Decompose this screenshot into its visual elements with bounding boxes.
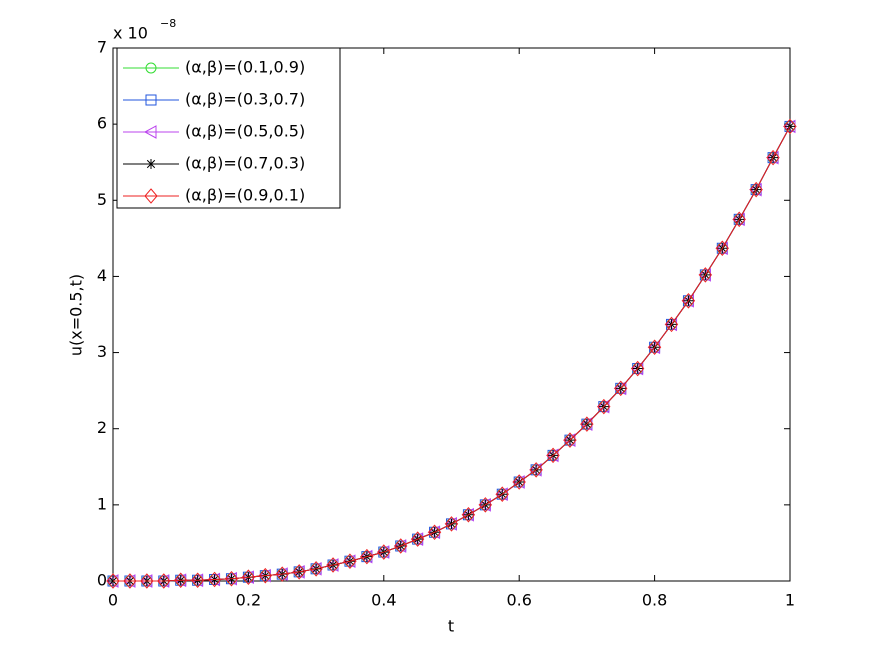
marker <box>698 267 713 283</box>
y-tick-label: 4 <box>97 266 107 285</box>
marker <box>258 567 272 584</box>
marker <box>174 572 188 589</box>
marker <box>461 506 476 523</box>
legend-label: (α,β)=(0.9,0.1) <box>185 186 305 205</box>
marker <box>732 211 746 228</box>
marker <box>766 149 780 166</box>
marker <box>749 181 763 198</box>
marker <box>275 566 289 582</box>
y-tick-label: 1 <box>97 494 107 513</box>
legend-label: (α,β)=(0.3,0.7) <box>185 90 305 109</box>
marker <box>580 416 594 432</box>
x-tick-label: 0.4 <box>371 591 396 610</box>
marker <box>495 486 509 502</box>
marker <box>190 572 205 589</box>
y-tick-label: 7 <box>97 38 107 57</box>
y-axis-label: u(x=0.5,t) <box>67 274 86 356</box>
legend-marker <box>145 62 157 74</box>
marker <box>478 497 493 513</box>
marker <box>241 569 256 585</box>
marker <box>309 561 323 577</box>
y-tick-label: 6 <box>97 114 107 133</box>
marker <box>140 573 154 589</box>
y-tick-label: 0 <box>97 571 107 590</box>
y-multiplier-exponent: −8 <box>160 17 176 30</box>
x-tick-label: 1 <box>785 591 795 610</box>
marker <box>343 553 357 569</box>
marker <box>224 570 239 587</box>
marker <box>377 544 391 560</box>
marker <box>157 573 171 589</box>
marker <box>631 360 645 377</box>
marker <box>597 398 611 415</box>
y-multiplier: x 10 <box>113 24 148 43</box>
marker <box>563 432 577 448</box>
legend-label: (α,β)=(0.5,0.5) <box>185 122 305 141</box>
marker <box>292 564 306 580</box>
legend-label: (α,β)=(0.1,0.9) <box>185 58 305 77</box>
marker <box>681 293 696 309</box>
marker <box>410 531 425 547</box>
legend-marker <box>146 159 156 169</box>
x-tick-label: 0.8 <box>642 591 667 610</box>
marker <box>785 121 795 132</box>
marker <box>614 380 628 397</box>
x-tick-label: 0.2 <box>236 591 261 610</box>
marker <box>529 462 543 478</box>
marker <box>360 548 374 565</box>
marker <box>427 524 442 541</box>
x-tick-label: 0 <box>108 591 118 610</box>
legend-box <box>116 47 341 209</box>
legend-label: (α,β)=(0.7,0.3) <box>185 154 305 173</box>
axes-box <box>112 47 791 582</box>
marker <box>546 447 560 464</box>
y-tick-label: 5 <box>97 190 107 209</box>
x-tick-label: 0.6 <box>506 591 531 610</box>
marker <box>664 316 679 333</box>
legend-marker <box>145 94 157 106</box>
marker <box>123 573 137 589</box>
marker <box>394 538 408 554</box>
x-axis-label: t <box>448 617 454 636</box>
marker <box>207 571 222 588</box>
y-tick-label: 3 <box>97 342 107 361</box>
marker <box>783 118 797 135</box>
legend-marker <box>143 125 157 139</box>
marker <box>106 573 120 589</box>
marker <box>715 240 729 257</box>
marker <box>326 557 340 573</box>
marker <box>444 516 459 532</box>
legend-marker <box>144 188 158 204</box>
y-tick-label: 2 <box>97 418 107 437</box>
marker <box>512 474 526 490</box>
marker <box>647 339 662 356</box>
